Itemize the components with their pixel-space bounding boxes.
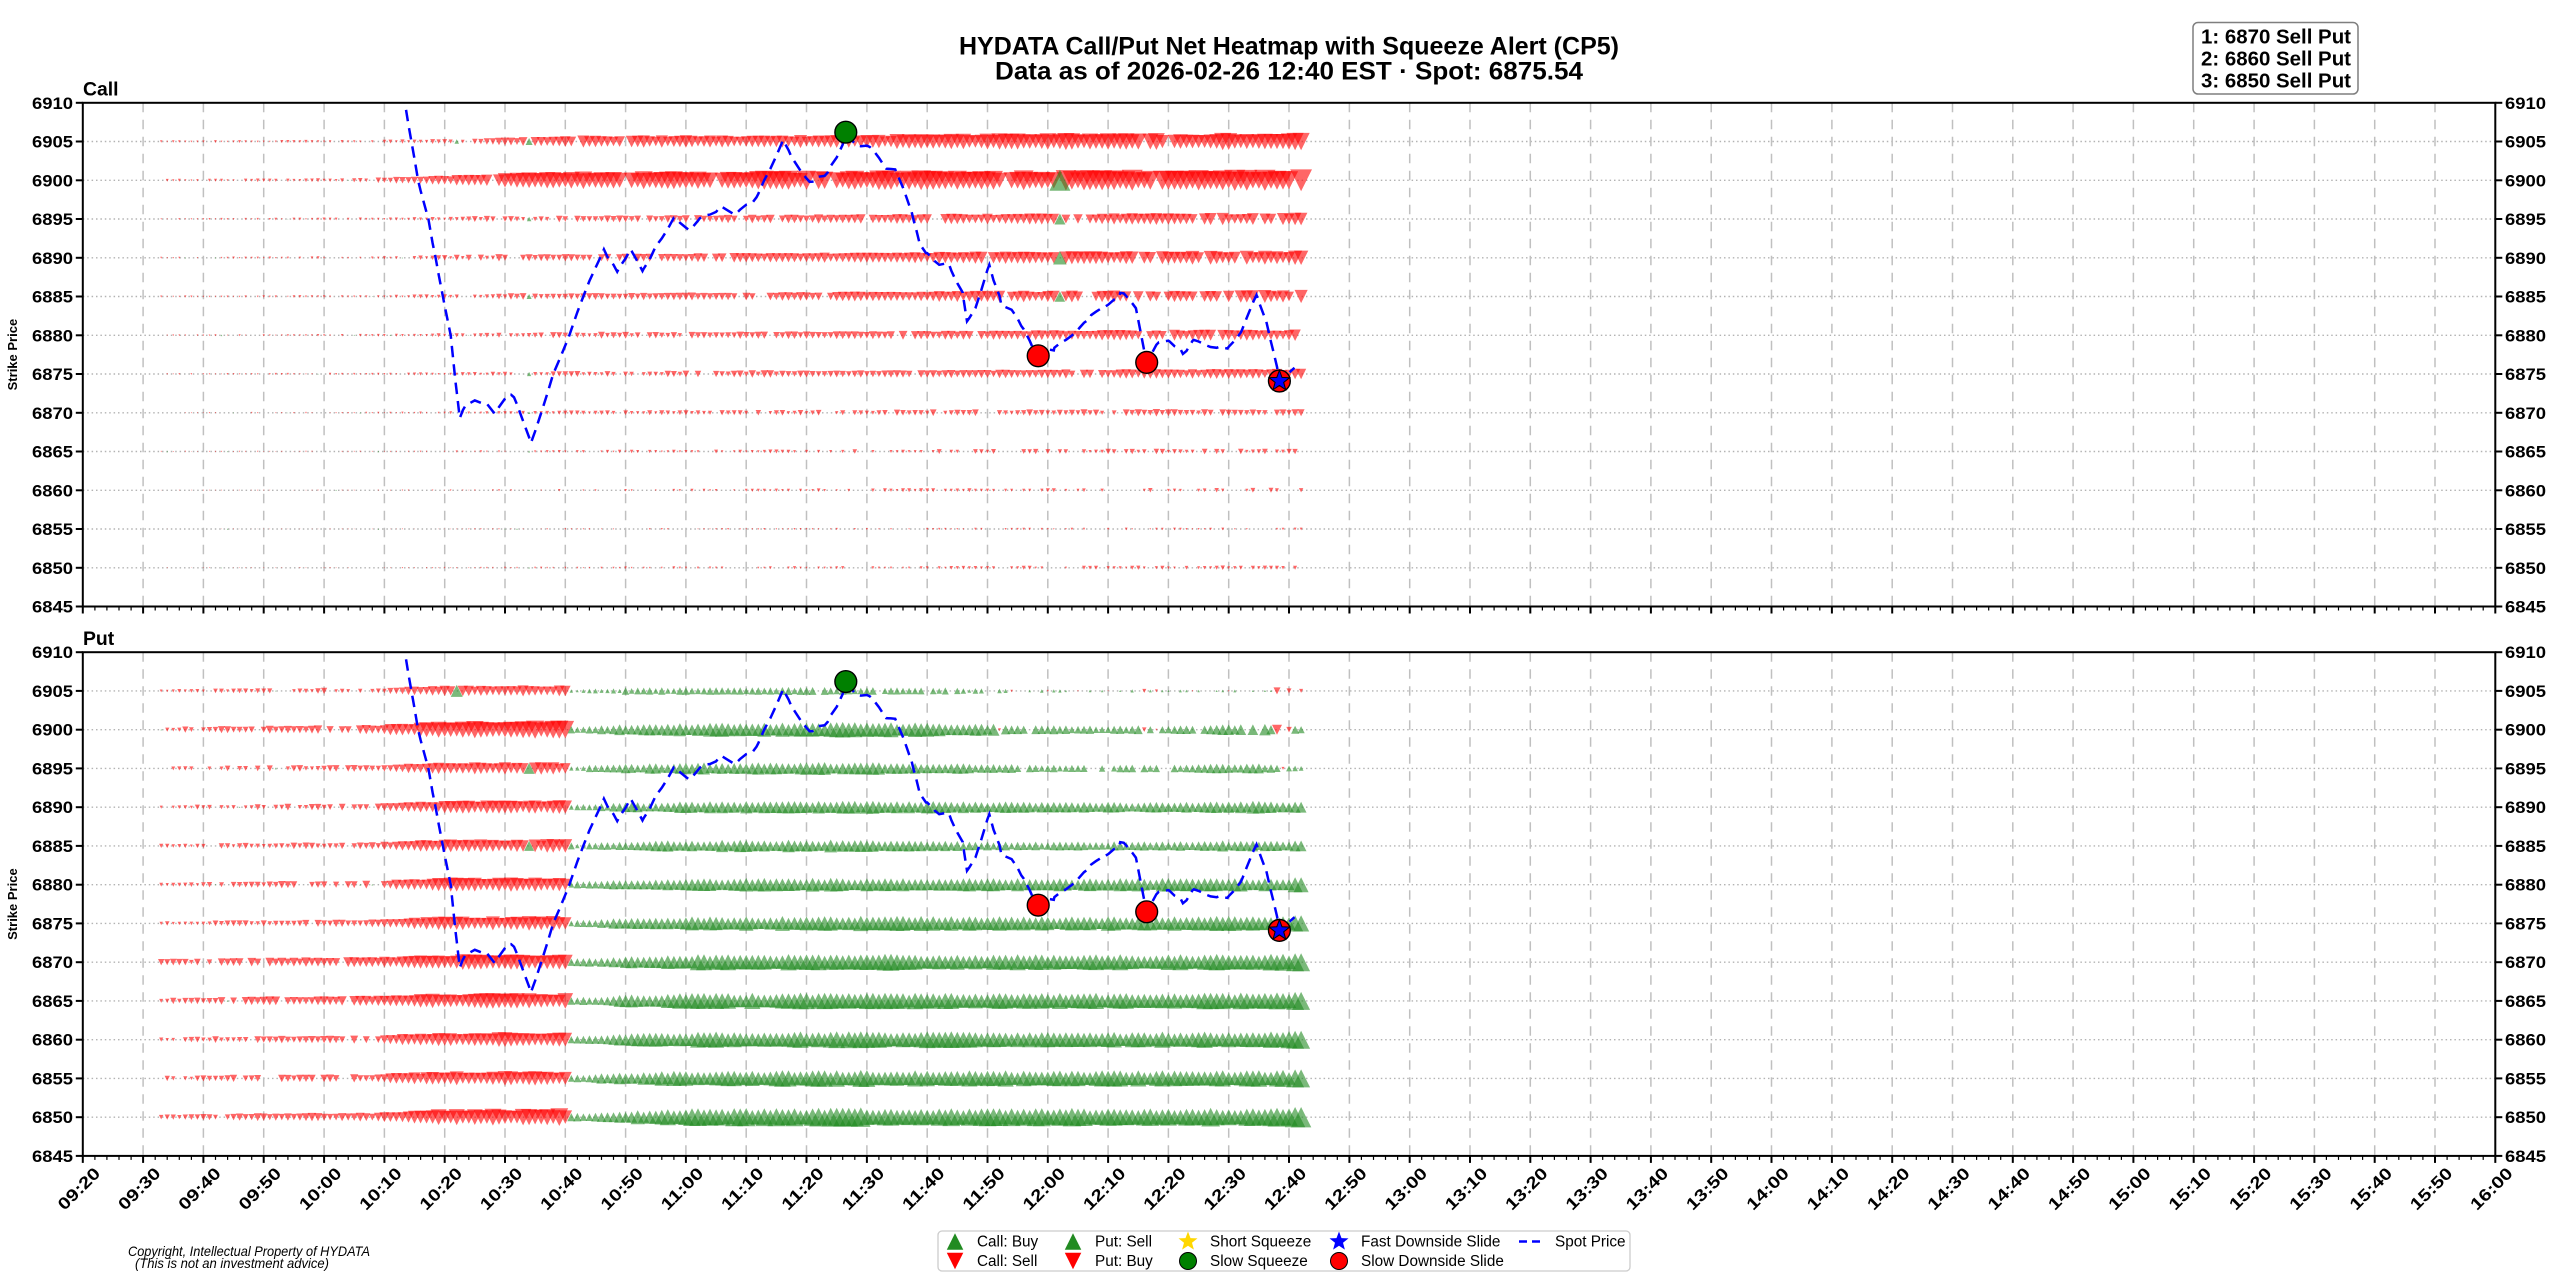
svg-text:6880: 6880 [2505,876,2546,895]
svg-text:Call: Buy: Call: Buy [977,1234,1039,1251]
svg-text:1: 6870 Sell Put: 1: 6870 Sell Put [2201,27,2351,49]
svg-text:6890: 6890 [32,798,73,817]
svg-text:Copyright, Intellectual Proper: Copyright, Intellectual Property of HYDA… [128,1243,370,1259]
svg-text:6910: 6910 [32,643,73,662]
svg-text:6855: 6855 [32,1069,73,1088]
svg-text:6890: 6890 [2505,798,2546,817]
svg-text:3: 6850 Sell Put: 3: 6850 Sell Put [2201,71,2351,93]
svg-text:6845: 6845 [2505,598,2546,617]
svg-text:6895: 6895 [2505,759,2546,778]
svg-text:6850: 6850 [2505,559,2546,578]
svg-text:6870: 6870 [2505,953,2546,972]
svg-text:6845: 6845 [32,1147,73,1166]
svg-text:Slow Squeeze: Slow Squeeze [1210,1253,1308,1270]
svg-text:(This is not an investment adv: (This is not an investment advice) [135,1255,329,1271]
svg-text:6870: 6870 [32,404,73,423]
svg-text:6895: 6895 [2505,210,2546,229]
svg-text:6875: 6875 [32,914,73,933]
svg-text:6860: 6860 [32,481,73,500]
svg-text:6885: 6885 [2505,837,2546,856]
svg-text:6885: 6885 [32,837,73,856]
svg-text:Put: Put [83,628,115,650]
svg-text:Fast Downside Slide: Fast Downside Slide [1361,1234,1500,1251]
svg-text:6865: 6865 [32,443,73,462]
svg-text:6850: 6850 [32,1108,73,1127]
svg-text:6845: 6845 [2505,1147,2546,1166]
svg-text:6900: 6900 [32,721,73,740]
svg-text:6865: 6865 [32,992,73,1011]
svg-text:6890: 6890 [2505,249,2546,268]
svg-text:6905: 6905 [32,133,73,152]
svg-text:6885: 6885 [2505,288,2546,307]
svg-text:6870: 6870 [2505,404,2546,423]
svg-text:6865: 6865 [2505,992,2546,1011]
svg-text:6875: 6875 [32,365,73,384]
svg-text:Put: Buy: Put: Buy [1095,1253,1153,1270]
svg-text:6910: 6910 [2505,94,2546,113]
svg-text:6895: 6895 [32,759,73,778]
svg-text:Strike Price: Strike Price [5,868,20,940]
svg-text:Strike Price: Strike Price [5,319,20,391]
svg-text:6855: 6855 [2505,1069,2546,1088]
svg-text:6900: 6900 [2505,721,2546,740]
svg-text:6845: 6845 [32,598,73,617]
svg-text:6875: 6875 [2505,914,2546,933]
svg-text:Data as of 2026-02-26 12:40 ES: Data as of 2026-02-26 12:40 EST · Spot: … [995,58,1583,86]
svg-text:HYDATA Call/Put Net Heatmap wi: HYDATA Call/Put Net Heatmap with Squeeze… [959,33,1619,61]
svg-text:6905: 6905 [2505,682,2546,701]
svg-text:6895: 6895 [32,210,73,229]
svg-text:6860: 6860 [32,1031,73,1050]
svg-text:6900: 6900 [2505,171,2546,190]
svg-text:Slow Downside Slide: Slow Downside Slide [1361,1253,1504,1270]
svg-text:6880: 6880 [32,326,73,345]
svg-text:6860: 6860 [2505,481,2546,500]
svg-text:Spot Price: Spot Price [1555,1234,1626,1251]
svg-text:6890: 6890 [32,249,73,268]
svg-text:6880: 6880 [32,876,73,895]
svg-text:6905: 6905 [2505,133,2546,152]
svg-text:Put: Sell: Put: Sell [1095,1234,1152,1251]
svg-text:6905: 6905 [32,682,73,701]
svg-text:2: 6860 Sell Put: 2: 6860 Sell Put [2201,49,2351,71]
svg-text:Call: Call [83,78,119,100]
svg-text:6900: 6900 [32,171,73,190]
svg-text:6910: 6910 [32,94,73,113]
svg-text:6850: 6850 [2505,1108,2546,1127]
svg-text:6880: 6880 [2505,326,2546,345]
svg-text:Short Squeeze: Short Squeeze [1210,1234,1311,1251]
svg-text:6870: 6870 [32,953,73,972]
svg-text:Call: Sell: Call: Sell [977,1253,1037,1270]
svg-text:6855: 6855 [32,520,73,539]
svg-text:6885: 6885 [32,288,73,307]
svg-text:6865: 6865 [2505,443,2546,462]
svg-text:6910: 6910 [2505,643,2546,662]
svg-text:6855: 6855 [2505,520,2546,539]
svg-text:6875: 6875 [2505,365,2546,384]
svg-text:6850: 6850 [32,559,73,578]
svg-text:6860: 6860 [2505,1031,2546,1050]
